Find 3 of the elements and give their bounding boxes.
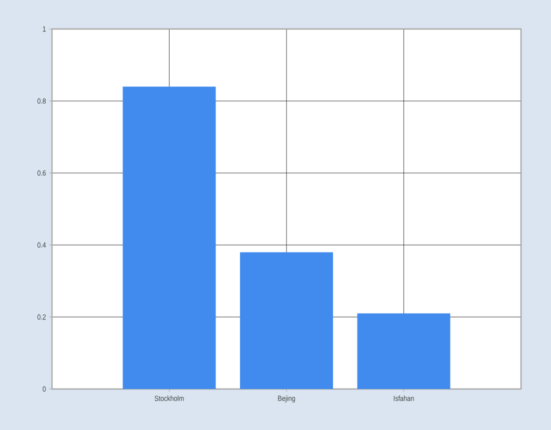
bar bbox=[357, 313, 450, 389]
bar bbox=[122, 86, 216, 389]
bar bbox=[240, 252, 334, 389]
